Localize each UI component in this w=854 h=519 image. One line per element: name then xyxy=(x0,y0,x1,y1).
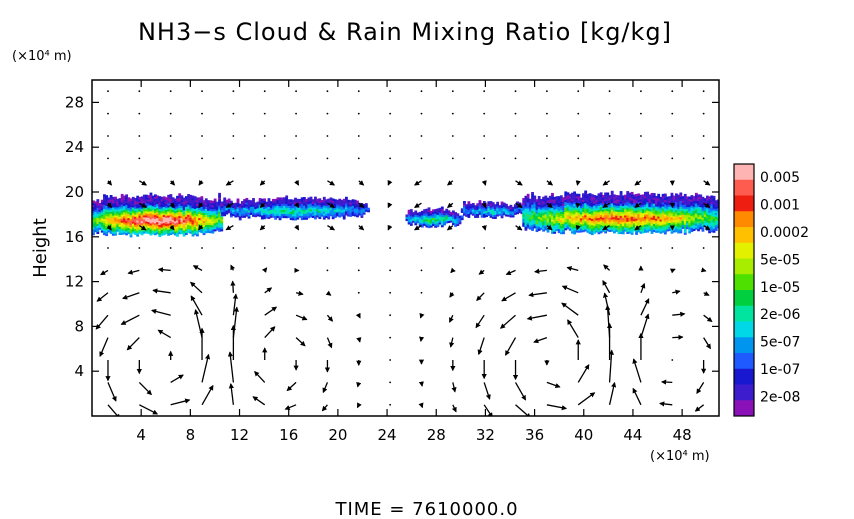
colorbar-label: 1e-07 xyxy=(760,362,800,378)
colorbar-swatch xyxy=(734,321,754,338)
colorbar: 0.005 0.001 0.0002 5e-05 1e-05 2e-06 5e-07 1e-0… xyxy=(733,163,809,417)
x-tick-label: 4 xyxy=(136,426,146,444)
colorbar-label: 5e-05 xyxy=(760,252,800,268)
y-tick-label: 4 xyxy=(74,362,84,380)
x-tick-label: 16 xyxy=(279,426,298,444)
x-tick-label: 12 xyxy=(230,426,249,444)
y-tick-label: 8 xyxy=(74,317,84,335)
y-tick-label: 20 xyxy=(65,183,84,201)
colorbar-label: 0.001 xyxy=(760,197,800,213)
y-tick-label: 16 xyxy=(65,228,84,246)
colorbar-label: 0.005 xyxy=(760,170,800,186)
wind-vector-field xyxy=(95,90,713,416)
x-tick-label: 8 xyxy=(186,426,196,444)
colorbar-swatch xyxy=(734,274,754,291)
colorbar-swatch xyxy=(734,164,754,181)
x-tick-label: 40 xyxy=(574,426,593,444)
colorbar-swatch xyxy=(734,227,754,244)
colorbar-label: 0.0002 xyxy=(760,225,809,241)
cloud-mixing-ratio-field xyxy=(92,190,719,238)
colorbar-swatch xyxy=(734,384,754,401)
y-tick-label: 12 xyxy=(65,273,84,291)
y-axis: 4 8 12 16 20 24 28 xyxy=(65,93,719,380)
x-tick-label: 48 xyxy=(673,426,692,444)
colorbar-swatch xyxy=(734,242,754,259)
colorbar-swatch xyxy=(734,368,754,385)
x-tick-label: 24 xyxy=(378,426,397,444)
plot-frame xyxy=(91,79,720,417)
x-axis: 4 8 12 16 20 24 28 32 36 40 44 48 xyxy=(136,80,692,444)
x-tick-label: 36 xyxy=(525,426,544,444)
x-tick-label: 20 xyxy=(328,426,347,444)
y-axis-label: Height xyxy=(30,218,51,278)
chart-title: NH3−s Cloud & Rain Mixing Ratio [kg/kg] xyxy=(138,18,672,46)
colorbar-swatch xyxy=(734,211,754,228)
colorbar-swatch xyxy=(734,353,754,370)
y-tick-label: 28 xyxy=(65,93,84,111)
colorbar-swatch xyxy=(734,195,754,212)
y-tick-label: 24 xyxy=(65,138,84,156)
colorbar-frame xyxy=(733,163,755,417)
time-label: TIME = 7610000.0 xyxy=(334,499,518,519)
colorbar-swatch xyxy=(734,305,754,322)
colorbar-swatch xyxy=(734,290,754,307)
colorbar-swatch xyxy=(734,179,754,196)
x-axis-unit: (×10⁴ m) xyxy=(650,449,710,464)
colorbar-label: 1e-05 xyxy=(760,280,800,296)
colorbar-label: 2e-08 xyxy=(760,390,800,406)
colorbar-label: 5e-07 xyxy=(760,335,800,351)
colorbar-swatch xyxy=(734,258,754,275)
colorbar-swatch xyxy=(734,337,754,354)
y-axis-unit: (×10⁴ m) xyxy=(12,49,72,64)
colorbar-swatch xyxy=(734,400,754,417)
x-tick-label: 28 xyxy=(427,426,446,444)
x-tick-label: 32 xyxy=(476,426,495,444)
colorbar-label: 2e-06 xyxy=(760,307,800,323)
x-tick-label: 44 xyxy=(623,426,642,444)
